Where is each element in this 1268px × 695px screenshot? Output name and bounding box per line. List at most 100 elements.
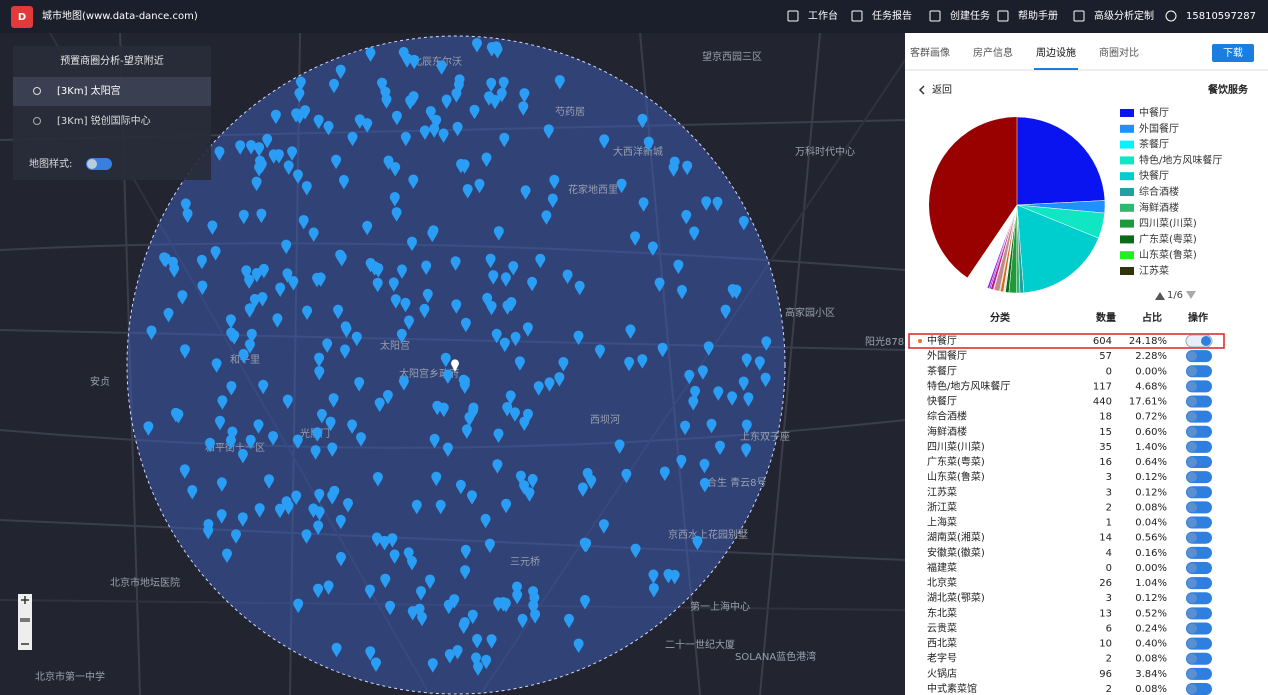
poi-pin[interactable] bbox=[637, 354, 648, 369]
poi-pin[interactable] bbox=[480, 513, 491, 529]
poi-pin[interactable] bbox=[217, 395, 228, 410]
legend-swatch[interactable] bbox=[1120, 203, 1134, 212]
poi-pin[interactable] bbox=[177, 290, 188, 305]
poi-pin[interactable] bbox=[227, 426, 238, 442]
legend-swatch[interactable] bbox=[1120, 267, 1134, 275]
poi-pin[interactable] bbox=[291, 108, 302, 123]
poi-pin[interactable] bbox=[314, 366, 325, 381]
poi-pin[interactable] bbox=[374, 397, 385, 413]
poi-pin[interactable] bbox=[692, 535, 703, 551]
poi-pin[interactable] bbox=[500, 272, 511, 287]
poi-pin[interactable] bbox=[251, 268, 262, 283]
poi-pin[interactable] bbox=[519, 88, 530, 103]
poi-pin[interactable] bbox=[549, 174, 560, 190]
poi-pin[interactable] bbox=[391, 207, 402, 222]
poi-pin[interactable] bbox=[577, 482, 588, 497]
poi-pin[interactable] bbox=[481, 152, 492, 167]
poi-pin[interactable] bbox=[244, 339, 255, 354]
poi-pin[interactable] bbox=[203, 525, 214, 540]
poi-pin[interactable] bbox=[464, 411, 475, 427]
poi-pin[interactable] bbox=[438, 402, 449, 418]
poi-pin[interactable] bbox=[365, 584, 375, 600]
poi-pin[interactable] bbox=[407, 236, 417, 252]
poi-pin[interactable] bbox=[630, 543, 641, 559]
poi-pin[interactable] bbox=[419, 303, 430, 319]
poi-pin[interactable] bbox=[425, 574, 435, 590]
poi-pin[interactable] bbox=[668, 162, 679, 177]
poi-pin[interactable] bbox=[510, 407, 520, 422]
poi-pin[interactable] bbox=[160, 252, 171, 268]
poi-pin[interactable] bbox=[146, 325, 157, 340]
poi-pin[interactable] bbox=[458, 619, 469, 635]
poi-pin[interactable] bbox=[396, 328, 407, 344]
poi-pin[interactable] bbox=[283, 160, 294, 175]
poi-pin[interactable] bbox=[449, 594, 460, 609]
poi-pin[interactable] bbox=[354, 377, 365, 392]
poi-pin[interactable] bbox=[474, 178, 485, 194]
poi-pin[interactable] bbox=[249, 293, 260, 309]
poi-pin[interactable] bbox=[282, 268, 293, 283]
page-up[interactable] bbox=[1155, 292, 1165, 300]
poi-pin[interactable] bbox=[301, 529, 312, 544]
poi-pin[interactable] bbox=[490, 94, 500, 110]
poi-pin[interactable] bbox=[397, 264, 407, 279]
poi-pin[interactable] bbox=[336, 551, 346, 567]
poi-pin[interactable] bbox=[486, 300, 497, 316]
poi-pin[interactable] bbox=[347, 419, 358, 434]
poi-pin[interactable] bbox=[180, 344, 190, 359]
poi-pin[interactable] bbox=[541, 210, 552, 225]
poi-pin[interactable] bbox=[333, 304, 344, 320]
poi-pin[interactable] bbox=[496, 87, 507, 103]
poi-pin[interactable] bbox=[275, 282, 286, 298]
poi-pin[interactable] bbox=[302, 305, 313, 321]
poi-pin[interactable] bbox=[625, 324, 636, 339]
poi-pin[interactable] bbox=[389, 549, 400, 564]
poi-pin[interactable] bbox=[365, 47, 376, 62]
poi-pin[interactable] bbox=[390, 161, 401, 177]
poi-pin[interactable] bbox=[522, 322, 533, 337]
poi-pin[interactable] bbox=[272, 313, 283, 328]
poi-pin[interactable] bbox=[544, 377, 555, 392]
poi-pin[interactable] bbox=[245, 434, 256, 450]
poi-pin[interactable] bbox=[312, 427, 323, 442]
back[interactable]: 返回 bbox=[932, 84, 952, 96]
poi-pin[interactable] bbox=[292, 169, 303, 184]
poi-pin[interactable] bbox=[462, 184, 473, 199]
poi-pin[interactable] bbox=[554, 75, 565, 90]
poi-pin[interactable] bbox=[216, 477, 227, 492]
poi-pin[interactable] bbox=[380, 573, 391, 589]
poi-pin[interactable] bbox=[699, 458, 710, 474]
poi-pin[interactable] bbox=[614, 439, 625, 454]
back-arrow[interactable] bbox=[918, 85, 925, 95]
poi-pin[interactable] bbox=[143, 421, 154, 436]
poi-pin[interactable] bbox=[761, 336, 772, 351]
legend-swatch[interactable] bbox=[1120, 219, 1134, 228]
poi-pin[interactable] bbox=[288, 275, 299, 291]
poi-pin[interactable] bbox=[684, 369, 695, 385]
poi-pin[interactable] bbox=[325, 416, 336, 432]
poi-pin[interactable] bbox=[648, 569, 659, 584]
poi-pin[interactable] bbox=[676, 454, 687, 470]
poi-pin[interactable] bbox=[419, 125, 430, 140]
poi-pin[interactable] bbox=[690, 385, 701, 401]
poi-pin[interactable] bbox=[281, 239, 292, 255]
poi-pin[interactable] bbox=[362, 220, 373, 236]
poi-pin[interactable] bbox=[682, 160, 693, 176]
poi-pin[interactable] bbox=[343, 498, 354, 513]
poi-pin[interactable] bbox=[214, 146, 225, 161]
zoom-slider[interactable] bbox=[20, 618, 30, 622]
poi-pin[interactable] bbox=[502, 300, 513, 315]
poi-pin[interactable] bbox=[231, 529, 241, 544]
poi-pin[interactable] bbox=[518, 101, 529, 116]
poi-pin[interactable] bbox=[524, 487, 535, 502]
poi-pin[interactable] bbox=[443, 599, 454, 615]
poi-pin[interactable] bbox=[388, 277, 399, 292]
poi-pin[interactable] bbox=[331, 642, 342, 658]
poi-pin[interactable] bbox=[335, 64, 346, 80]
poi-pin[interactable] bbox=[283, 500, 294, 515]
poi-pin[interactable] bbox=[215, 415, 225, 431]
legend-label[interactable]: 茶餐厅 bbox=[1139, 138, 1169, 151]
area-item[interactable]: [3Km] 锐创国际中心 bbox=[57, 114, 151, 127]
legend-swatch[interactable] bbox=[1120, 188, 1134, 196]
poi-pin[interactable] bbox=[467, 609, 478, 625]
